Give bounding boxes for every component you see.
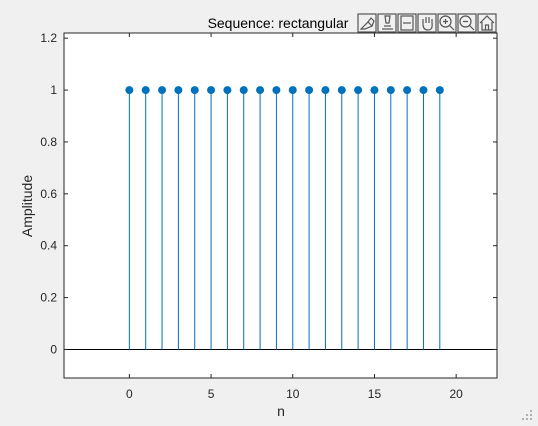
stem-marker [223, 86, 232, 95]
pan-icon[interactable] [417, 13, 437, 33]
stem-marker [403, 86, 412, 95]
resize-grip-icon[interactable] [522, 410, 532, 420]
home-icon[interactable] [477, 13, 497, 33]
stem-1 [141, 86, 150, 350]
stem-marker [125, 86, 134, 95]
y-tick-label: 0.6 [40, 187, 57, 201]
y-tick-label: 1 [50, 83, 57, 97]
x-ticks: 0 5 10 15 20 [126, 33, 463, 401]
x-tick-label: 15 [368, 387, 382, 401]
x-axis-label: n [277, 403, 285, 419]
stem-marker [435, 86, 444, 95]
stem-11 [305, 86, 314, 350]
legend-icon[interactable] [397, 13, 417, 33]
zoom-in-icon[interactable] [437, 13, 457, 33]
x-tick-label: 5 [208, 387, 215, 401]
stem-9 [272, 86, 281, 350]
stem-marker [288, 86, 297, 95]
x-tick-label: 0 [126, 387, 133, 401]
y-tick-label: 0.4 [40, 239, 57, 253]
y-tick-label: 0.2 [40, 291, 57, 305]
stem-17 [403, 86, 412, 350]
stems-layer [125, 86, 444, 350]
y-tick-label: 0.8 [40, 135, 57, 149]
stem-12 [321, 86, 330, 350]
stem-18 [419, 86, 428, 350]
brush-icon[interactable] [357, 13, 377, 33]
y-axis-label: Amplitude [19, 175, 35, 237]
stem-marker [256, 86, 265, 95]
stem-marker [141, 86, 150, 95]
stem-marker [354, 86, 363, 95]
zoom-out-icon[interactable] [457, 13, 477, 33]
stem-4 [190, 86, 199, 350]
stem-8 [256, 86, 265, 350]
stem-7 [239, 86, 248, 350]
stem-marker [158, 86, 167, 95]
stem-15 [370, 86, 379, 350]
stem-marker [190, 86, 199, 95]
data-tip-icon[interactable] [377, 13, 397, 33]
stem-marker [174, 86, 183, 95]
stem-marker [337, 86, 346, 95]
stem-marker [207, 86, 216, 95]
stem-3 [174, 86, 183, 350]
stem-13 [337, 86, 346, 350]
stem-marker [305, 86, 314, 95]
chart-title: Sequence: rectangular [208, 15, 349, 31]
y-tick-label: 1.2 [40, 31, 57, 45]
stem-19 [435, 86, 444, 350]
stem-marker [370, 86, 379, 95]
stem-marker [386, 86, 395, 95]
stem-16 [386, 86, 395, 350]
y-ticks: 0 0.2 0.4 0.6 0.8 1 1.2 [40, 31, 497, 356]
axes-toolbar [357, 13, 497, 33]
stem-14 [354, 86, 363, 350]
y-tick-label: 0 [50, 342, 57, 356]
stem-5 [207, 86, 216, 350]
stem-marker [321, 86, 330, 95]
stem-10 [288, 86, 297, 350]
stem-marker [419, 86, 428, 95]
stem-2 [158, 86, 167, 350]
stem-marker [272, 86, 281, 95]
x-tick-label: 20 [449, 387, 463, 401]
stem-6 [223, 86, 232, 350]
x-tick-label: 10 [286, 387, 300, 401]
stem-marker [239, 86, 248, 95]
stem-0 [125, 86, 134, 350]
